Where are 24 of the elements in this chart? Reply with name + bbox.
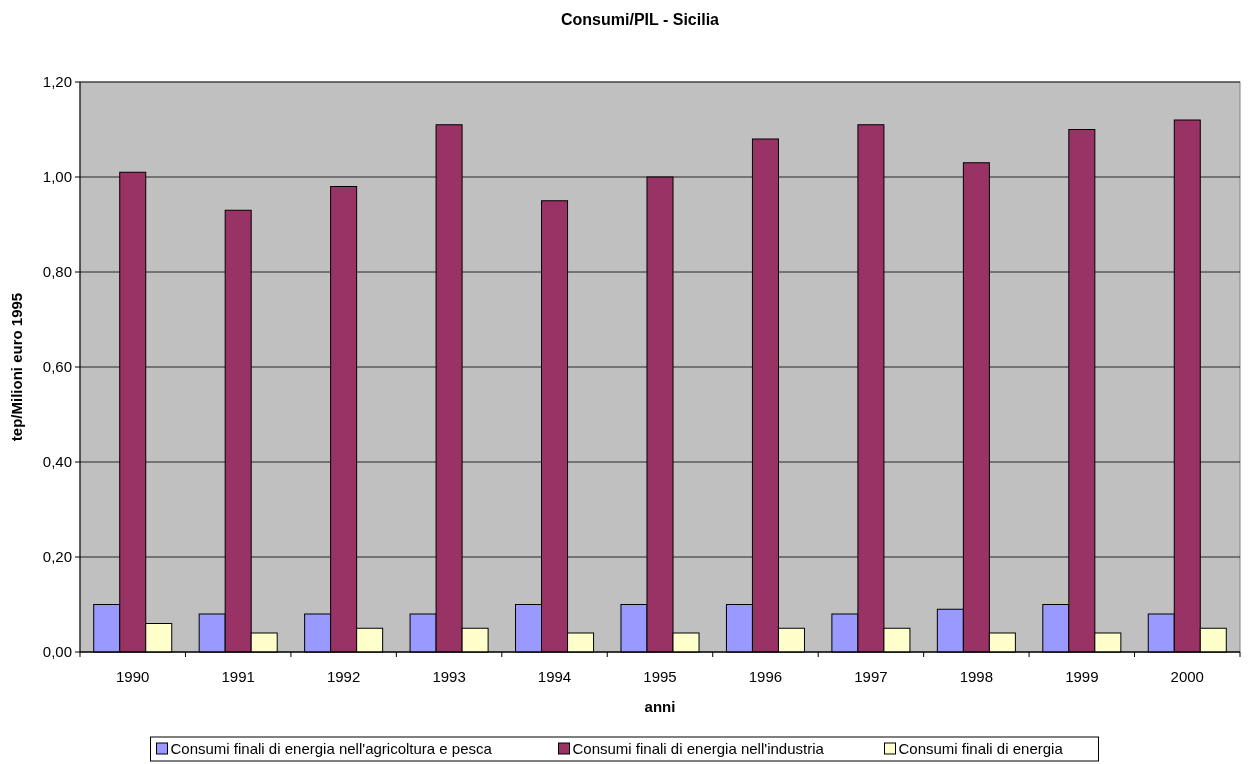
y-tick-label: 1,20 [42,73,72,91]
x-tick-label: 1996 [748,668,783,685]
legend-label: Consumi finali di energia nell'agricoltura e pesca [170,740,493,758]
x-tick-label: 1998 [959,668,994,685]
x-tick-label: 1997 [854,668,888,685]
x-tick-label: 1990 [116,668,150,685]
y-tick-label: 0,00 [42,643,72,661]
x-tick-label: 1994 [537,668,572,685]
x-tick-label: 1995 [643,668,677,685]
chart-title: Consumi/PIL - Sicilia [561,11,720,28]
x-tick-label: 1993 [432,668,466,685]
y-tick-label: 0,80 [42,263,72,281]
x-tick-label: 1999 [1065,668,1099,685]
x-tick-label: 1992 [326,668,361,685]
x-tick-label: 1991 [221,668,255,685]
x-axis-title: anni [644,698,676,715]
y-tick-label: 1,00 [42,168,72,186]
legend-label: Consumi finali di energia nell'industria [572,740,825,758]
y-tick-label: 0,60 [42,358,72,376]
x-tick-label: 2000 [1170,668,1204,685]
y-tick-label: 0,40 [42,453,72,471]
y-axis-title: tep/Milioni euro 1995 [8,292,25,442]
legend-label: Consumi finali di energia [898,740,1064,758]
y-tick-label: 0,20 [42,548,72,566]
